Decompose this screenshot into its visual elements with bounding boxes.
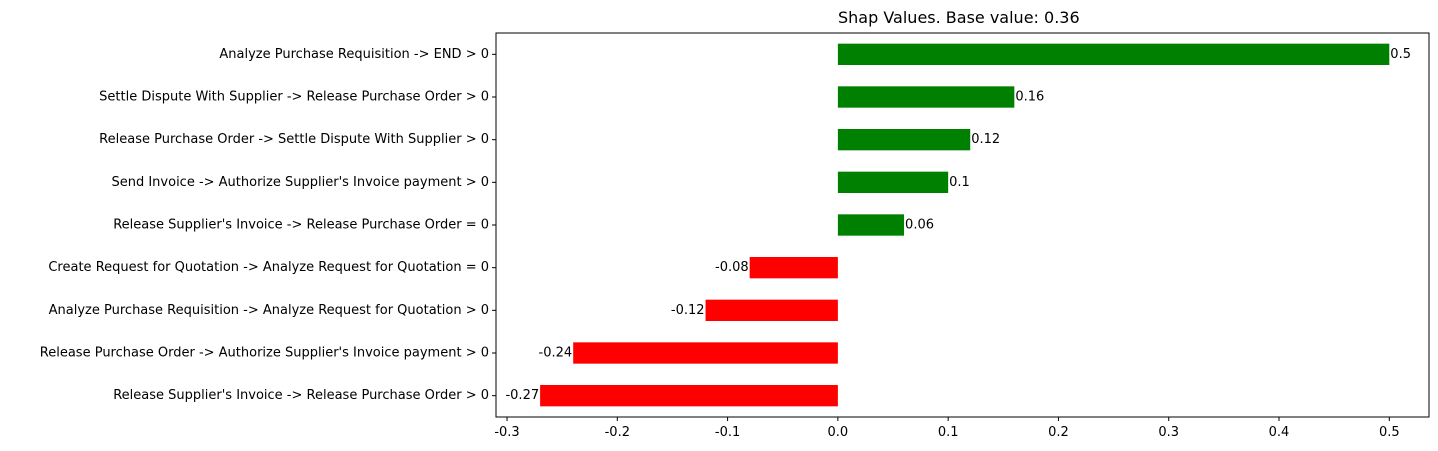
x-tick-label: 0.3	[1158, 425, 1179, 440]
bar	[837, 171, 949, 193]
x-tick-label: -0.3	[494, 425, 519, 440]
bar-value-label: 0.16	[1015, 90, 1044, 105]
category-label: Settle Dispute With Supplier -> Release …	[99, 90, 489, 105]
value-labels: 0.5 0.16 0.12 0.1 0.06 -0.08 -0.12 -0.24 -0.27	[505, 47, 1411, 403]
category-label: Create Request for Quotation -> Analyze …	[48, 260, 489, 275]
bar-value-label: -0.08	[715, 260, 749, 275]
category-label: Release Supplier's Invoice -> Release Pu…	[113, 218, 489, 233]
bar-value-label: 0.5	[1390, 47, 1411, 62]
bar	[837, 129, 971, 151]
category-label: Release Purchase Order -> Settle Dispute…	[99, 132, 489, 147]
x-tick-label: 0.4	[1269, 425, 1290, 440]
category-label: Analyze Purchase Requisition -> END > 0	[219, 47, 489, 62]
category-label: Send Invoice -> Authorize Supplier's Inv…	[111, 175, 489, 190]
x-tick-label: -0.2	[605, 425, 630, 440]
category-label: Analyze Purchase Requisition -> Analyze …	[49, 303, 489, 318]
bar	[705, 299, 838, 321]
bar	[540, 385, 838, 407]
chart-title: Shap Values. Base value: 0.36	[838, 8, 1080, 27]
bar	[573, 342, 838, 364]
bar	[837, 43, 1390, 65]
bar	[837, 86, 1015, 108]
bar-value-label: -0.27	[505, 388, 539, 403]
x-tick-label: 0.0	[828, 425, 849, 440]
bar-value-label: -0.12	[671, 303, 705, 318]
bar-value-label: 0.1	[949, 175, 970, 190]
x-tick-label: 0.1	[938, 425, 959, 440]
category-label: Release Supplier's Invoice -> Release Pu…	[113, 388, 489, 403]
x-axis-ticks: -0.3 -0.2 -0.1 0.0 0.1 0.2 0.3 0.4 0.5	[494, 417, 1400, 440]
bars-layer	[540, 43, 1390, 407]
bar	[837, 214, 905, 236]
bar-value-label: 0.06	[905, 218, 934, 233]
plot-area-frame	[495, 32, 1430, 418]
bar-value-label: 0.12	[971, 132, 1000, 147]
category-label: Release Purchase Order -> Authorize Supp…	[40, 346, 489, 361]
x-tick-label: -0.1	[715, 425, 740, 440]
bar-value-label: -0.24	[539, 346, 573, 361]
bar	[749, 257, 838, 279]
x-tick-label: 0.2	[1048, 425, 1069, 440]
x-tick-label: 0.5	[1379, 425, 1400, 440]
category-labels: Analyze Purchase Requisition -> END > 0 S…	[40, 47, 496, 403]
